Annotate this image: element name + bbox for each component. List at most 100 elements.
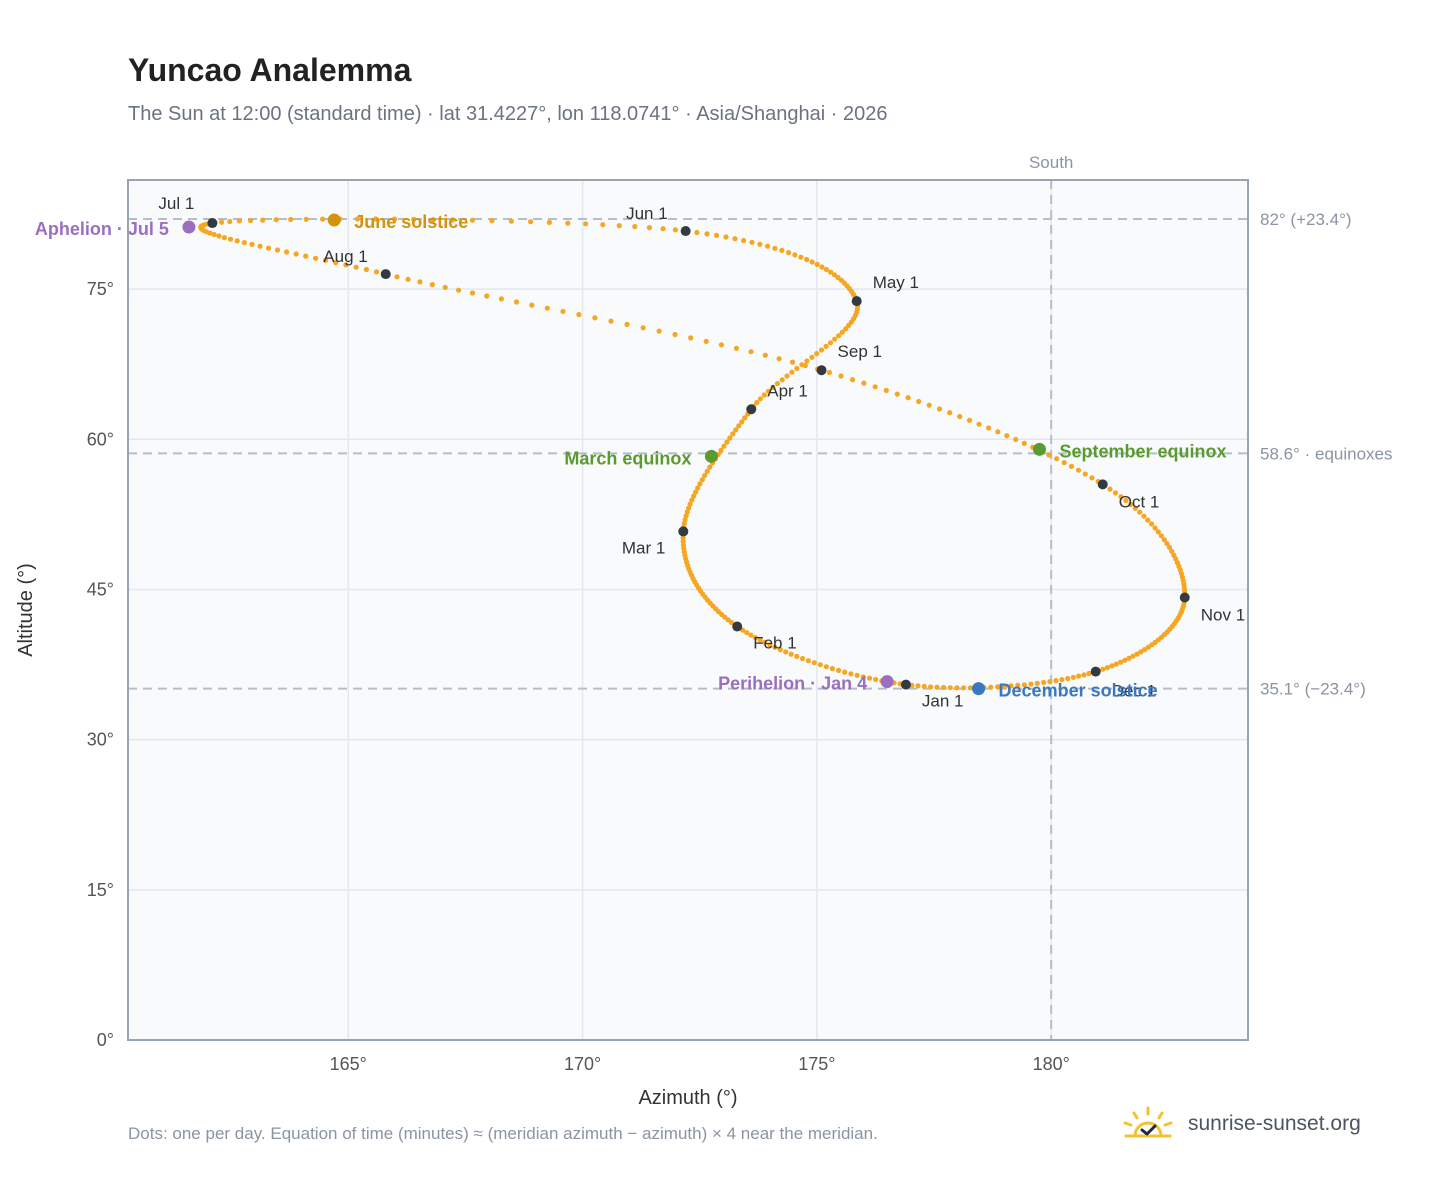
daily-sun-dot [405, 276, 411, 282]
daily-sun-dot [693, 489, 699, 495]
daily-sun-dot [1089, 475, 1095, 481]
daily-sun-dot [1013, 436, 1019, 443]
daily-sun-dot [1134, 651, 1140, 657]
daily-sun-dot [544, 305, 550, 311]
brand[interactable]: sunrise-sunset.org [1120, 1102, 1361, 1146]
month-marker [816, 365, 827, 376]
event-label: March equinox [564, 448, 691, 468]
daily-sun-dot [1130, 653, 1136, 659]
daily-sun-dot [966, 417, 973, 423]
daily-sun-dot [392, 216, 398, 222]
daily-sun-dot [1149, 521, 1155, 527]
daily-sun-dot [730, 431, 736, 437]
daily-sun-dot [861, 380, 867, 386]
daily-sun-dot [836, 333, 842, 339]
x-tick-label: 180° [1033, 1054, 1070, 1074]
event-label: September equinox [1059, 441, 1226, 461]
plot-area [128, 180, 1248, 1040]
daily-sun-dot [947, 685, 953, 691]
daily-sun-dot [247, 217, 254, 224]
daily-sun-dot [961, 685, 967, 691]
daily-sun-dot [1053, 678, 1059, 684]
plot-frame [127, 179, 1249, 1041]
daily-sun-dot [739, 419, 745, 425]
daily-sun-dot [1028, 681, 1034, 687]
daily-sun-dot [835, 274, 841, 281]
daily-sun-dot [688, 335, 694, 341]
daily-sun-dot [849, 377, 856, 383]
event-label: Perihelion · Jan 4 [718, 674, 867, 694]
daily-sun-dot [219, 219, 225, 225]
daily-sun-dot [772, 245, 778, 251]
daily-sun-dot [442, 284, 448, 290]
meridian-label: South [1029, 153, 1073, 172]
month-marker [678, 526, 689, 537]
daily-sun-dot [583, 221, 589, 227]
daily-sun-dot [995, 684, 1001, 690]
daily-sun-dot [1046, 452, 1052, 458]
daily-sun-dot [660, 226, 666, 232]
daily-sun-dot [1141, 513, 1147, 519]
daily-sun-dot [772, 644, 778, 650]
daily-sun-dot [703, 338, 709, 344]
daily-sun-dot [640, 325, 646, 331]
daily-sun-dot [1164, 541, 1170, 547]
daily-sun-dot [560, 308, 566, 314]
daily-sun-dot [905, 395, 911, 401]
daily-sun-dot [1158, 533, 1164, 539]
chart-title: Yuncao Analemma [128, 52, 412, 88]
daily-sun-dot [814, 351, 820, 357]
y-tick-label: 45° [87, 579, 114, 599]
month-marker [1097, 479, 1108, 490]
daily-sun-dot [823, 266, 830, 273]
event-marker [1032, 442, 1046, 456]
daily-sun-dot [1113, 661, 1119, 667]
daily-sun-dot [313, 255, 319, 261]
daily-sun-dot [1112, 490, 1119, 496]
month-marker [1179, 592, 1190, 603]
reference-lines: South 82° (+23.4°) 58.6° · equinoxes 35.1° … [128, 153, 1393, 1040]
daily-sun-dot [754, 400, 760, 406]
daily-sun-dot [732, 236, 738, 242]
daily-sun-dot [733, 345, 740, 351]
daily-sun-dot [274, 247, 281, 253]
month-marker [746, 404, 757, 415]
daily-sun-dot [221, 235, 227, 241]
daily-sun-dot [729, 619, 735, 626]
daily-sun-dot [1122, 657, 1128, 663]
daily-sun-dot [227, 218, 233, 225]
daily-sun-dot [741, 237, 747, 244]
daily-sun-dot [827, 340, 834, 346]
daily-sun-dot [915, 683, 921, 689]
daily-sun-dot [489, 218, 495, 224]
month-label: Jan 1 [922, 692, 964, 711]
event-marker [327, 213, 341, 227]
y-tick-label: 75° [87, 279, 114, 299]
daily-sun-dot [866, 675, 873, 681]
daily-sun-dot [765, 243, 771, 249]
daily-sun-dot [936, 406, 943, 412]
daily-sun-dot [757, 396, 764, 402]
daily-sun-dot [928, 684, 934, 690]
daily-sun-dot [761, 392, 767, 398]
daily-sun-dot [802, 363, 808, 369]
daily-sun-dot [757, 637, 763, 643]
daily-sun-dot [831, 272, 838, 278]
daily-sun-dot [854, 672, 860, 678]
daily-sun-dot [826, 369, 833, 376]
daily-sun-dot [273, 217, 279, 223]
daily-sun-dot [546, 219, 553, 225]
event-marker [972, 682, 986, 696]
daily-sun-dot [767, 642, 773, 648]
daily-sun-dot [456, 287, 462, 293]
daily-sun-dot [1081, 672, 1087, 678]
x-tick-label: 165° [330, 1054, 367, 1074]
daily-sun-dot [836, 667, 842, 674]
daily-sun-dot [1068, 463, 1075, 469]
daily-sun-dot [363, 266, 369, 273]
daily-sun-dot [1169, 548, 1175, 554]
y-axis-label: Altitude (°) [15, 563, 37, 657]
month-marker [732, 621, 743, 632]
month-label: Oct 1 [1119, 492, 1160, 511]
daily-sun-dot [303, 216, 309, 222]
